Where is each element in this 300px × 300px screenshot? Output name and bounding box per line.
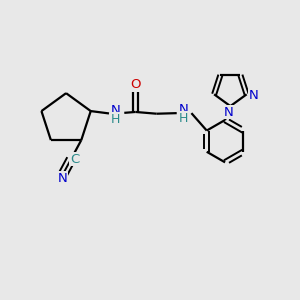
- Text: H: H: [111, 113, 120, 126]
- Text: N: N: [249, 89, 259, 102]
- Text: H: H: [178, 112, 188, 125]
- Text: N: N: [111, 104, 120, 117]
- Text: N: N: [224, 106, 234, 118]
- Text: O: O: [130, 78, 141, 92]
- Text: C: C: [70, 153, 79, 166]
- Text: N: N: [57, 172, 67, 185]
- Text: N: N: [178, 103, 188, 116]
